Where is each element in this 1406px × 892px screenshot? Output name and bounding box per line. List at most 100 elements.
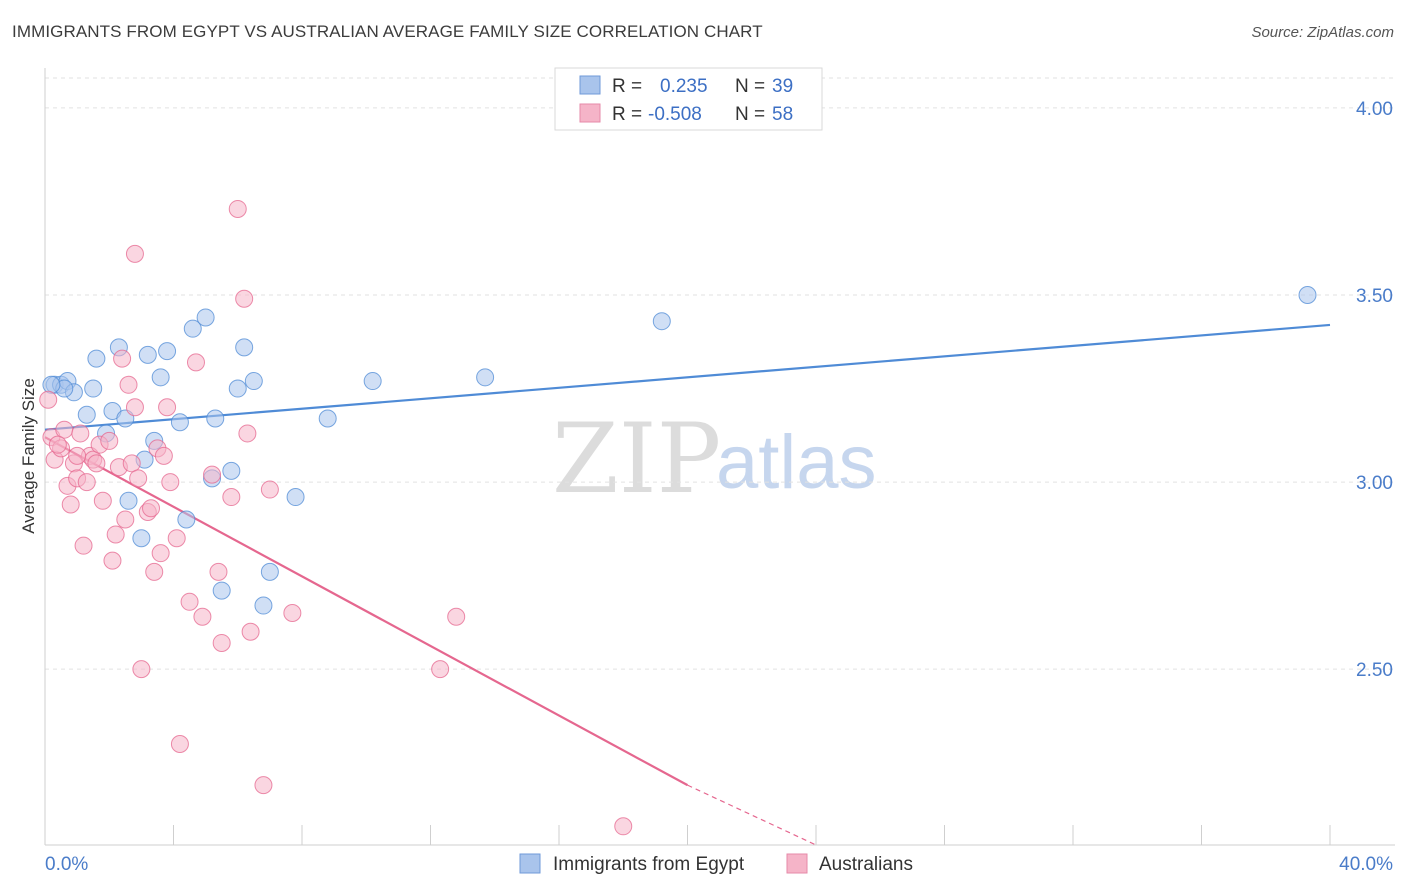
point-australians — [87, 454, 106, 473]
point-australians — [74, 536, 93, 555]
point-australians — [260, 480, 279, 499]
data-points — [39, 199, 1317, 836]
y-tick-label: 2.50 — [1356, 660, 1393, 681]
point-egypt — [151, 368, 170, 387]
point-australians — [254, 776, 273, 795]
point-australians — [235, 289, 254, 308]
legend-swatch-australians — [579, 103, 601, 123]
point-australians — [283, 604, 302, 623]
point-australians — [93, 491, 112, 510]
trend-lines — [44, 323, 1331, 846]
legend-n-value-australians: 58 — [772, 104, 793, 125]
point-australians — [193, 607, 212, 626]
legend-n-label-australians: N = — [735, 104, 765, 125]
point-australians — [39, 390, 58, 409]
point-australians — [154, 446, 173, 465]
point-australians — [125, 398, 144, 417]
point-australians — [103, 551, 122, 570]
point-egypt — [318, 409, 337, 428]
point-australians — [170, 734, 189, 753]
point-australians — [122, 454, 141, 473]
point-egypt — [132, 529, 151, 548]
point-australians — [113, 349, 132, 368]
point-australians — [186, 353, 205, 372]
point-egypt — [138, 345, 157, 364]
trend-line-australians — [44, 436, 689, 787]
watermark-zip: ZIP — [552, 403, 721, 515]
point-egypt — [260, 562, 279, 581]
point-egypt — [363, 372, 382, 391]
point-australians — [61, 495, 80, 514]
point-australians — [158, 398, 177, 417]
y-tick-label: 3.50 — [1356, 286, 1393, 307]
watermark-atlas: atlas — [716, 420, 877, 505]
point-egypt — [228, 379, 247, 398]
point-egypt — [1298, 286, 1317, 305]
point-egypt — [158, 342, 177, 361]
point-egypt — [235, 338, 254, 357]
point-australians — [129, 469, 148, 488]
legend-swatch-egypt — [579, 75, 601, 95]
series-legend: Immigrants from Egypt Australians — [519, 853, 913, 875]
point-australians — [71, 424, 90, 443]
point-australians — [203, 465, 222, 484]
trend-extension-australians — [687, 784, 817, 846]
point-australians — [77, 473, 96, 492]
point-australians — [431, 660, 450, 679]
bottom-legend-label-australians: Australians — [819, 854, 913, 875]
y-tick-label: 3.00 — [1356, 473, 1393, 494]
point-australians — [161, 473, 180, 492]
source-credit: Source: ZipAtlas.com — [1251, 24, 1394, 41]
legend-n-label-egypt: N = — [735, 76, 765, 97]
x-tick-label-min: 0.0% — [45, 854, 88, 875]
point-australians — [48, 435, 67, 454]
point-australians — [180, 592, 199, 611]
point-egypt — [476, 368, 495, 387]
y-axis-title: Average Family Size — [19, 378, 38, 534]
point-egypt — [177, 510, 196, 529]
legend-r-label-australians: R = — [612, 104, 642, 125]
point-australians — [241, 622, 260, 641]
axes — [44, 68, 1395, 846]
point-australians — [222, 488, 241, 507]
point-australians — [116, 510, 135, 529]
point-australians — [119, 375, 138, 394]
point-australians — [132, 660, 151, 679]
point-australians — [55, 420, 74, 439]
point-egypt — [42, 375, 61, 394]
legend-r-value-egypt: 0.235 — [660, 76, 708, 97]
legend-n-value-egypt: 39 — [772, 76, 793, 97]
point-egypt — [222, 461, 241, 480]
point-egypt — [196, 308, 215, 327]
point-australians — [125, 244, 144, 263]
point-australians — [145, 562, 164, 581]
point-egypt — [87, 349, 106, 368]
point-egypt — [206, 409, 225, 428]
point-egypt — [286, 488, 305, 507]
point-egypt — [254, 596, 273, 615]
point-australians — [209, 562, 228, 581]
point-australians — [614, 817, 633, 836]
point-australians — [100, 431, 119, 450]
point-australians — [212, 633, 231, 652]
point-egypt — [77, 405, 96, 424]
legend-r-label-egypt: R = — [612, 76, 642, 97]
point-egypt — [119, 491, 138, 510]
point-australians — [447, 607, 466, 626]
chart-title: IMMIGRANTS FROM EGYPT VS AUSTRALIAN AVER… — [12, 22, 763, 41]
tick-labels: 2.50 3.00 3.50 4.00 0.0% 40.0% — [45, 99, 1393, 875]
x-tick-label-max: 40.0% — [1339, 854, 1393, 875]
stats-legend: R = 0.235 N = 39 R = -0.508 N = 58 — [554, 67, 823, 131]
point-egypt — [183, 319, 202, 338]
bottom-legend-swatch-egypt — [519, 853, 541, 874]
trend-line-egypt — [44, 323, 1331, 431]
y-tick-label: 4.00 — [1356, 99, 1393, 120]
point-egypt — [84, 379, 103, 398]
point-egypt — [244, 372, 263, 391]
point-australians — [228, 199, 247, 218]
point-australians — [151, 544, 170, 563]
point-egypt — [170, 413, 189, 432]
point-australians — [238, 424, 257, 443]
point-australians — [167, 529, 186, 548]
